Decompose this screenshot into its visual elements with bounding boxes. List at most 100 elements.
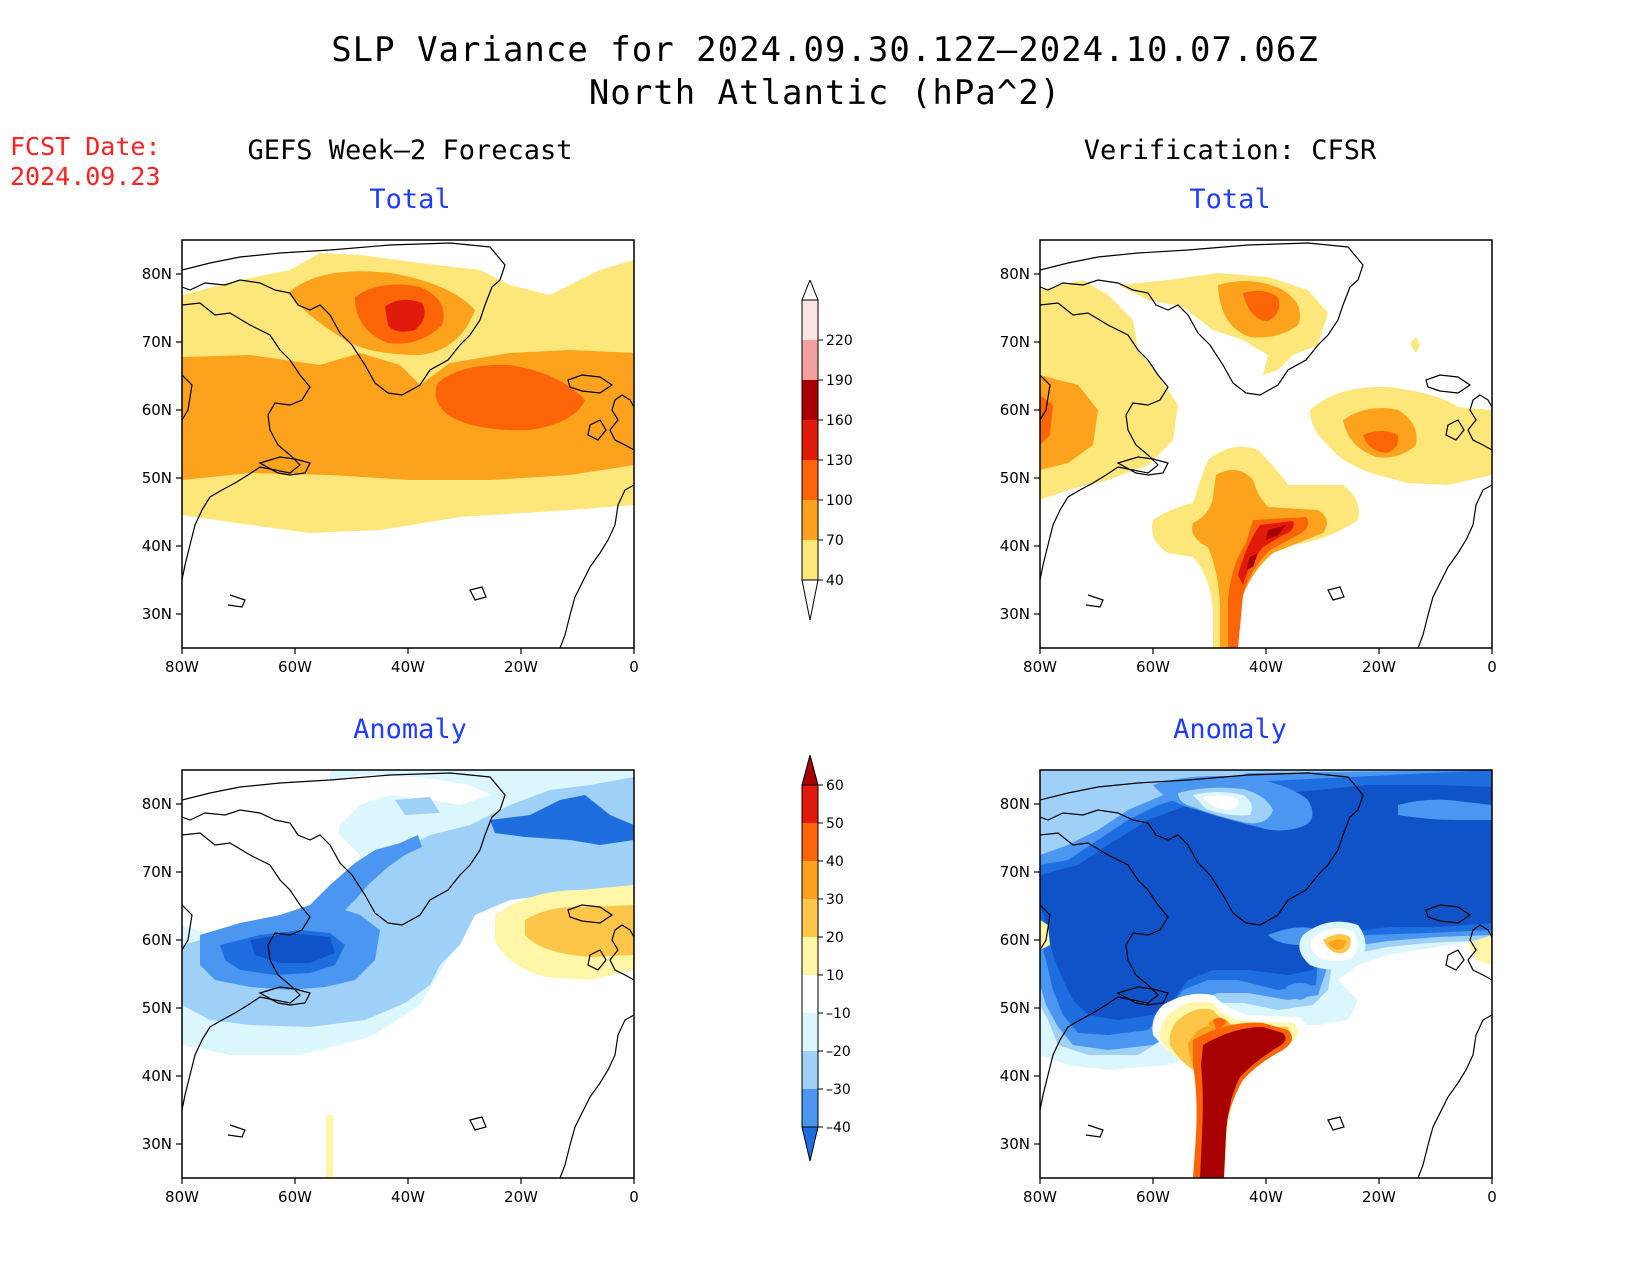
gefs-anomaly-label: Anomaly (353, 714, 467, 745)
gefs-anomaly-ytick-label: 70N (142, 863, 172, 881)
anomaly-colorbar-top-arrow (801, 755, 819, 786)
cfsr-total-ytick-label: 50N (1000, 469, 1030, 487)
gefs-anomaly-xtick-label: 40W (391, 1188, 425, 1206)
gefs-total-ytick-label: 40N (142, 537, 172, 555)
anomaly-colorbar-label: –40 (826, 1120, 851, 1136)
anomaly-colorbar-label: –20 (826, 1044, 851, 1060)
gefs-anomaly-axes: 80W 60W 40W 20W 0 80N 70N 60N 50N 40N 30N (142, 795, 639, 1206)
anomaly-colorbar-box (802, 1013, 818, 1051)
anomaly-colorbar-label: 30 (826, 892, 844, 908)
cfsr-anomaly-ytick-label: 60N (1000, 931, 1030, 949)
total-colorbar-box (802, 380, 818, 420)
total-colorbar-label: 160 (826, 413, 853, 429)
gefs-total-label: Total (369, 184, 451, 215)
total-colorbar-box (802, 340, 818, 380)
cfsr-anomaly-xtick-label: 0 (1487, 1188, 1497, 1206)
anomaly-colorbar-label: 40 (826, 854, 844, 870)
cfsr-anomaly-map: 80W 60W 40W 20W 0 80N 70N 60N 50N 40N 30N (1000, 769, 1497, 1206)
total-colorbar: 40 70 100 130 160 190 220 (801, 280, 853, 620)
gefs-total-xtick-label: 40W (391, 658, 425, 676)
cfsr-total-ytick-label: 60N (1000, 401, 1030, 419)
gefs-total-map: 80W 60W 40W 20W 0 80N 70N 60N 50N 40N 30N (142, 239, 639, 676)
gefs-total-xtick-label: 60W (278, 658, 312, 676)
cfsr-total-ytick-label: 80N (1000, 265, 1030, 283)
cfsr-anomaly-ytick-label: 80N (1000, 795, 1030, 813)
anomaly-colorbar-box (802, 823, 818, 861)
gefs-total-axes: 80W 60W 40W 20W 0 80N 70N 60N 50N 40N 30N (142, 265, 639, 676)
total-colorbar-label: 40 (826, 573, 844, 589)
cfsr-anomaly-xtick-label: 20W (1362, 1188, 1396, 1206)
anomaly-colorbar-label: 60 (826, 778, 844, 794)
fcst-date-label: FCST Date: (10, 132, 161, 161)
gefs-anomaly-ytick-label: 30N (142, 1135, 172, 1153)
total-colorbar-label: 130 (826, 453, 853, 469)
anomaly-colorbar-label: 50 (826, 816, 844, 832)
anomaly-colorbar-box (802, 899, 818, 937)
figure-subtitle: North Atlantic (hPa^2) (588, 73, 1062, 113)
gefs-anomaly-xtick-label: 0 (629, 1188, 639, 1206)
anomaly-colorbar-label: 20 (826, 930, 844, 946)
cfsr-total-ytick-label: 40N (1000, 537, 1030, 555)
gefs-heading: GEFS Week–2 Forecast (247, 135, 573, 166)
cfsr-total-xtick-label: 60W (1136, 658, 1170, 676)
cfsr-anomaly-xtick-label: 40W (1249, 1188, 1283, 1206)
anomaly-colorbar-box (802, 937, 818, 975)
cfsr-anomaly-ytick-label: 70N (1000, 863, 1030, 881)
cfsr-anomaly-ytick-label: 40N (1000, 1067, 1030, 1085)
total-colorbar-box (802, 420, 818, 460)
anomaly-colorbar-box (802, 975, 818, 1013)
cfsr-heading: Verification: CFSR (1083, 135, 1377, 166)
gefs-anomaly-xtick-label: 80W (165, 1188, 199, 1206)
cfsr-total-map: 80W 60W 40W 20W 0 80N 70N 60N 50N 40N 30N (1000, 239, 1497, 676)
total-colorbar-box (802, 540, 818, 580)
figure-title: SLP Variance for 2024.09.30.12Z–2024.10.… (331, 30, 1319, 70)
anomaly-colorbar-box (802, 861, 818, 899)
cfsr-anomaly-axes: 80W 60W 40W 20W 0 80N 70N 60N 50N 40N 30N (1000, 795, 1497, 1206)
total-colorbar-label: 190 (826, 373, 853, 389)
gefs-anomaly-ytick-label: 50N (142, 999, 172, 1017)
gefs-total-ytick-label: 70N (142, 333, 172, 351)
cfsr-total-xtick-label: 40W (1249, 658, 1283, 676)
anomaly-colorbar-box (802, 1051, 818, 1089)
gefs-total-xtick-label: 20W (504, 658, 538, 676)
cfsr-total-label: Total (1189, 184, 1271, 215)
gefs-total-ytick-label: 50N (142, 469, 172, 487)
anomaly-colorbar-label: 10 (826, 968, 844, 984)
total-colorbar-label: 100 (826, 493, 853, 509)
cfsr-total-xtick-label: 0 (1487, 658, 1497, 676)
gefs-total-ytick-label: 80N (142, 265, 172, 283)
cfsr-total-xtick-label: 80W (1023, 658, 1057, 676)
gefs-total-xtick-label: 80W (165, 658, 199, 676)
total-colorbar-top-arrow (801, 280, 819, 301)
total-colorbar-box (802, 500, 818, 540)
anomaly-colorbar-box (802, 1089, 818, 1127)
total-colorbar-bottom-arrow (801, 579, 819, 620)
anomaly-colorbar-label: –30 (826, 1082, 851, 1098)
anomaly-colorbar-box (802, 785, 818, 823)
gefs-total-ytick-label: 60N (142, 401, 172, 419)
anomaly-colorbar-bottom-arrow (801, 1126, 819, 1162)
cfsr-total-ytick-label: 70N (1000, 333, 1030, 351)
total-colorbar-box (802, 300, 818, 340)
cfsr-anomaly-ytick-label: 30N (1000, 1135, 1030, 1153)
cfsr-anomaly-xtick-label: 80W (1023, 1188, 1057, 1206)
cfsr-total-xtick-label: 20W (1362, 658, 1396, 676)
gefs-anomaly-ytick-label: 80N (142, 795, 172, 813)
gefs-total-ytick-label: 30N (142, 605, 172, 623)
total-colorbar-label: 70 (826, 533, 844, 549)
total-colorbar-box (802, 460, 818, 500)
cfsr-anomaly-xtick-label: 60W (1136, 1188, 1170, 1206)
total-colorbar-label: 220 (826, 333, 853, 349)
gefs-anomaly-xtick-label: 20W (504, 1188, 538, 1206)
anomaly-colorbar-label: –10 (826, 1006, 851, 1022)
gefs-anomaly-map: 80W 60W 40W 20W 0 80N 70N 60N 50N 40N 30N (142, 769, 639, 1206)
cfsr-anomaly-ytick-label: 50N (1000, 999, 1030, 1017)
cfsr-total-ytick-label: 30N (1000, 605, 1030, 623)
anomaly-colorbar: –40 –30 –20 –10 10 20 30 40 50 60 (801, 755, 851, 1162)
gefs-total-xtick-label: 0 (629, 658, 639, 676)
cfsr-anomaly-label: Anomaly (1173, 714, 1287, 745)
gefs-anomaly-ytick-label: 60N (142, 931, 172, 949)
cfsr-total-axes: 80W 60W 40W 20W 0 80N 70N 60N 50N 40N 30N (1000, 265, 1497, 676)
gefs-anomaly-ytick-label: 40N (142, 1067, 172, 1085)
gefs-anomaly-xtick-label: 60W (278, 1188, 312, 1206)
